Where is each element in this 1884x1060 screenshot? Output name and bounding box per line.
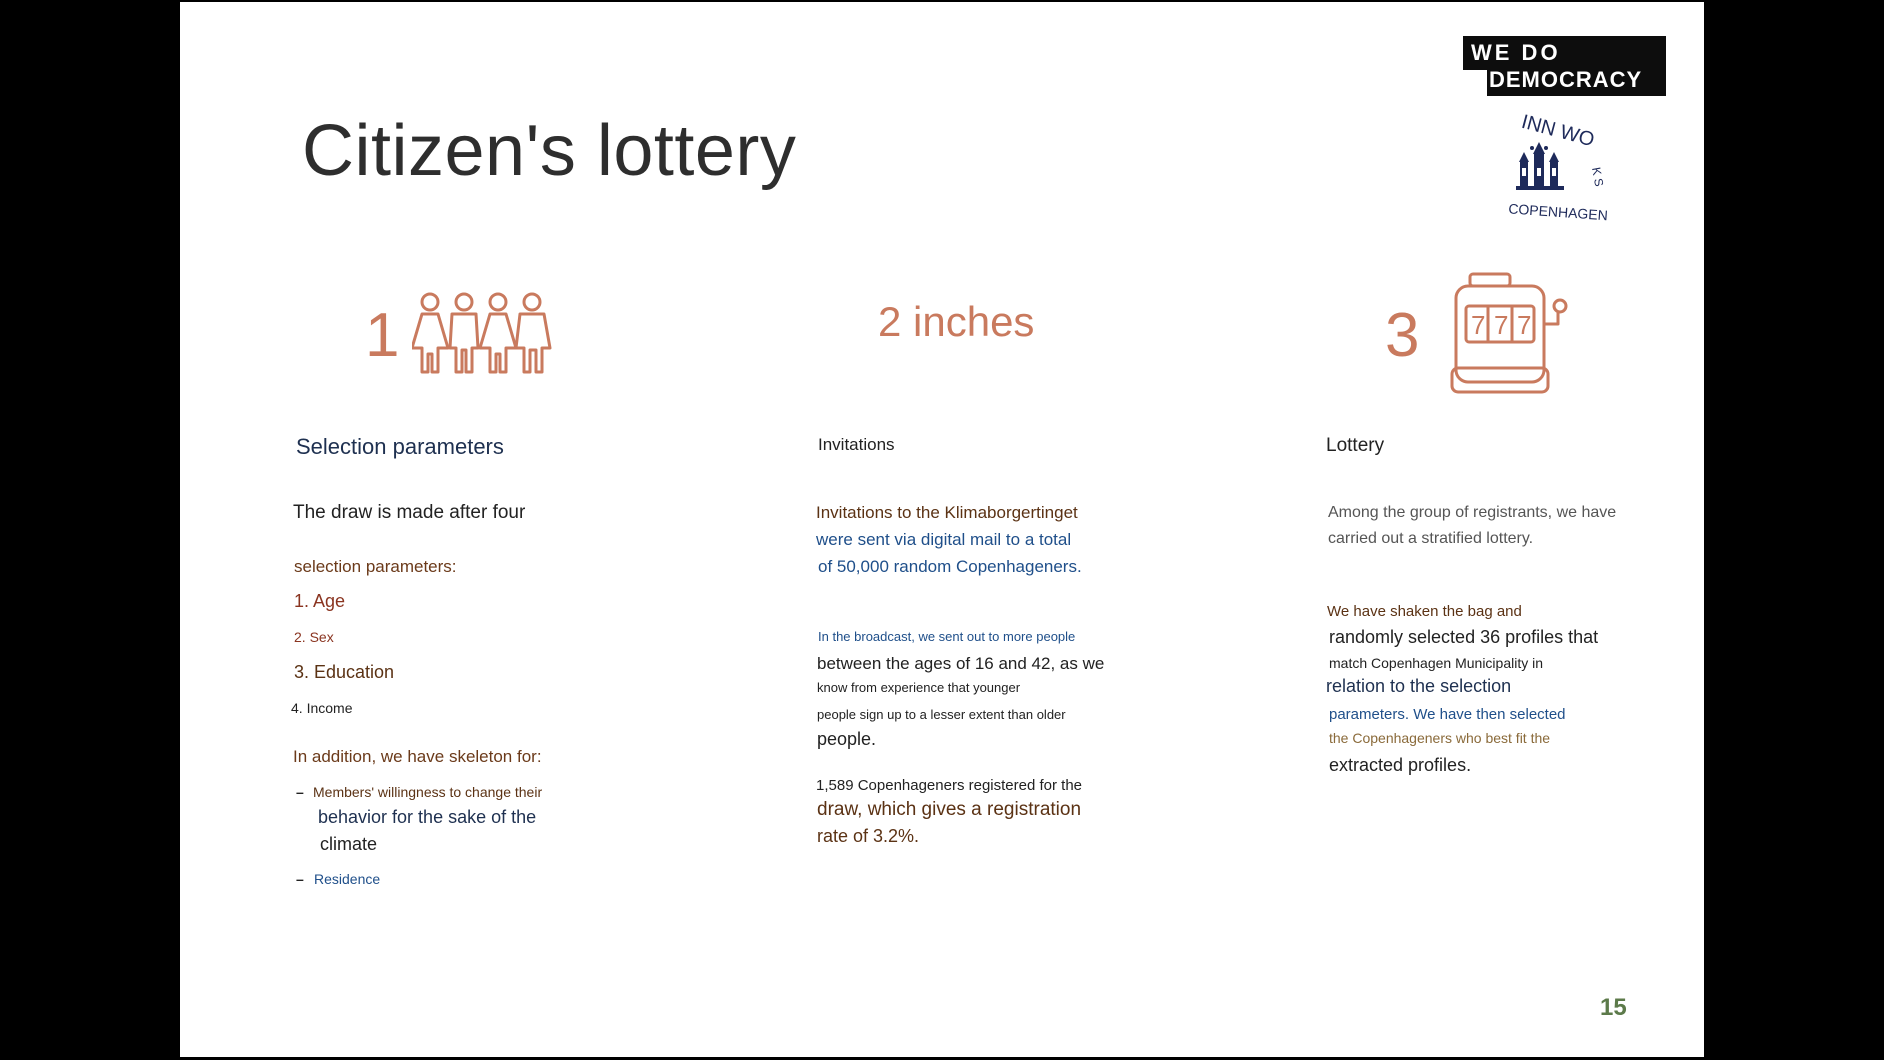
bullet-dash: –: [296, 784, 304, 800]
col3-p2-line6: the Copenhageners who best fit the: [1329, 730, 1551, 746]
col2-p2-line2: between the ages of 16 and 42, as we: [817, 654, 1105, 673]
bullet-2: Residence: [314, 871, 381, 887]
col3-p2-line1: We have shaken the bag and: [1327, 603, 1522, 620]
col2-p3-line2: draw, which gives a registration: [817, 799, 1082, 820]
step-3-number: 3: [1385, 301, 1420, 370]
col1-heading: Selection parameters: [296, 434, 504, 459]
col2-p3-line1: 1,589 Copenhageners registered for the: [816, 777, 1083, 794]
col3-p2-line3: match Copenhagen Municipality in: [1329, 655, 1544, 671]
col3-p2-line2: randomly selected 36 profiles that: [1329, 627, 1599, 647]
reel-2: 7: [1494, 310, 1508, 340]
bullet-1-line-3: climate: [320, 834, 378, 854]
seal-bottom-text: COPENHAGEN: [1508, 200, 1608, 223]
col2-p2-line3: know from experience that younger: [817, 680, 1021, 695]
col3-p1-line1: Among the group of registrants, we have: [1328, 504, 1617, 521]
col3-heading: Lottery: [1326, 435, 1385, 456]
col2-p1-line3: of 50,000 random Copenhageners.: [818, 557, 1082, 576]
col2-p1-line1: Invitations to the Klimaborgertinget: [816, 503, 1078, 522]
col2-p3-line3: rate of 3.2%.: [817, 826, 920, 846]
logo-notch: [1463, 70, 1487, 96]
param-item-age: 1. Age: [294, 591, 346, 611]
slide-title: Citizen's lottery: [302, 111, 797, 191]
copenhagen-seal-logo: INN WO K S COPENHAGEN: [1508, 112, 1608, 223]
col3-p2-line4: relation to the selection: [1326, 676, 1512, 696]
seal-top-text: INN WO: [1519, 112, 1597, 151]
step-1-number: 1: [365, 301, 400, 370]
slide: Citizen's lottery WE DO DEMOCRACY INN WO…: [180, 2, 1704, 1057]
bullet-1-line-2: behavior for the sake of the: [318, 807, 537, 827]
col2-p1-line2: were sent via digital mail to a total: [816, 530, 1072, 549]
bullet-1-line-1: Members' willingness to change their: [313, 784, 543, 800]
page-number: 15: [1600, 994, 1627, 1021]
slot-machine-icon: 7 7 7: [1450, 272, 1568, 394]
col3-p2-line5: parameters. We have then selected: [1329, 706, 1566, 723]
col2-heading: Invitations: [818, 435, 895, 454]
param-item-education: 3. Education: [294, 662, 395, 682]
param-item-sex: 2. Sex: [294, 629, 334, 645]
bullet-dash: –: [296, 871, 304, 887]
we-do-democracy-logo: WE DO DEMOCRACY: [1463, 36, 1666, 96]
col3-p1-line2: carried out a stratified lottery.: [1328, 530, 1534, 547]
castle-icon: [1516, 142, 1564, 190]
col2-p2-line4: people sign up to a lesser extent than o…: [817, 707, 1066, 722]
seal-side-text: K S: [1589, 166, 1606, 187]
col1-params-label: selection parameters:: [294, 557, 457, 576]
col1-intro: The draw is made after four: [293, 502, 526, 523]
col3-p2-line7: extracted profiles.: [1329, 755, 1472, 775]
reel-1: 7: [1471, 310, 1485, 340]
logo-line-2: DEMOCRACY: [1489, 67, 1643, 92]
param-item-income: 4. Income: [291, 700, 353, 716]
col2-p2-line5: people.: [817, 729, 877, 749]
reel-3: 7: [1517, 310, 1531, 340]
col2-p2-line1: In the broadcast, we sent out to more pe…: [818, 629, 1076, 644]
col1-addition-label: In addition, we have skeleton for:: [293, 747, 542, 766]
people-group-icon: [412, 292, 552, 374]
logo-line-1: WE DO: [1471, 40, 1561, 65]
step-2-number: 2 inches: [878, 298, 1035, 345]
